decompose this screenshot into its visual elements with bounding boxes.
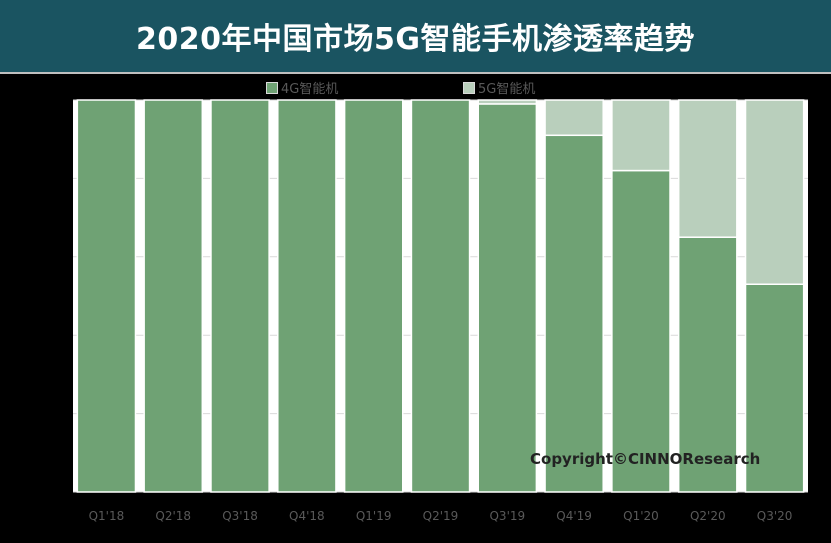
legend-swatch-5g <box>463 81 475 94</box>
x-tick-label: Q1'19 <box>356 509 392 523</box>
legend-swatch-4g <box>266 81 278 94</box>
chart-legend: 4G智能机 5G智能机 <box>0 78 831 98</box>
bar-segment-4g <box>744 283 805 493</box>
copyright-watermark: Copyright©CINNOResearch <box>530 450 761 468</box>
bar-segment-4g <box>210 99 270 493</box>
x-tick-label: Q2'19 <box>423 509 459 523</box>
title-bar: 2020年中国市场5G智能手机渗透率趋势 <box>0 0 831 74</box>
x-tick-label: Q1'20 <box>623 509 659 523</box>
chart-title: 2020年中国市场5G智能手机渗透率趋势 <box>136 22 695 57</box>
bar-segment-4g <box>277 99 337 493</box>
bar-segment-5g <box>744 99 805 285</box>
bar-segment-5g <box>544 99 604 137</box>
bar-segment-4g <box>343 99 404 493</box>
bar-segment-5g <box>677 99 738 238</box>
bar-segment-4g <box>544 134 604 493</box>
x-tick-label: Q3'19 <box>489 509 525 523</box>
x-tick-label: Q2'20 <box>690 509 726 523</box>
legend-item-5g: 5G智能机 <box>463 78 535 97</box>
x-tick-label: Q2'18 <box>155 509 191 523</box>
bar-segment-4g <box>611 169 671 493</box>
x-tick-label: Q3'18 <box>222 509 258 523</box>
bar-segment-5g <box>611 99 671 172</box>
x-tick-label: Q4'19 <box>556 509 592 523</box>
bar-segment-4g <box>143 99 204 493</box>
legend-label-5g: 5G智能机 <box>478 82 536 97</box>
bar-segment-4g <box>477 103 538 493</box>
legend-item-4g: 4G智能机 <box>266 78 338 97</box>
x-tick-label: Q4'18 <box>289 509 325 523</box>
bar-segment-4g <box>76 99 137 493</box>
bar-segment-4g <box>410 99 471 493</box>
bar-segment-5g <box>477 99 538 105</box>
legend-label-4g: 4G智能机 <box>281 82 339 97</box>
x-tick-label: Q3'20 <box>757 509 793 523</box>
x-tick-label: Q1'18 <box>89 509 125 523</box>
